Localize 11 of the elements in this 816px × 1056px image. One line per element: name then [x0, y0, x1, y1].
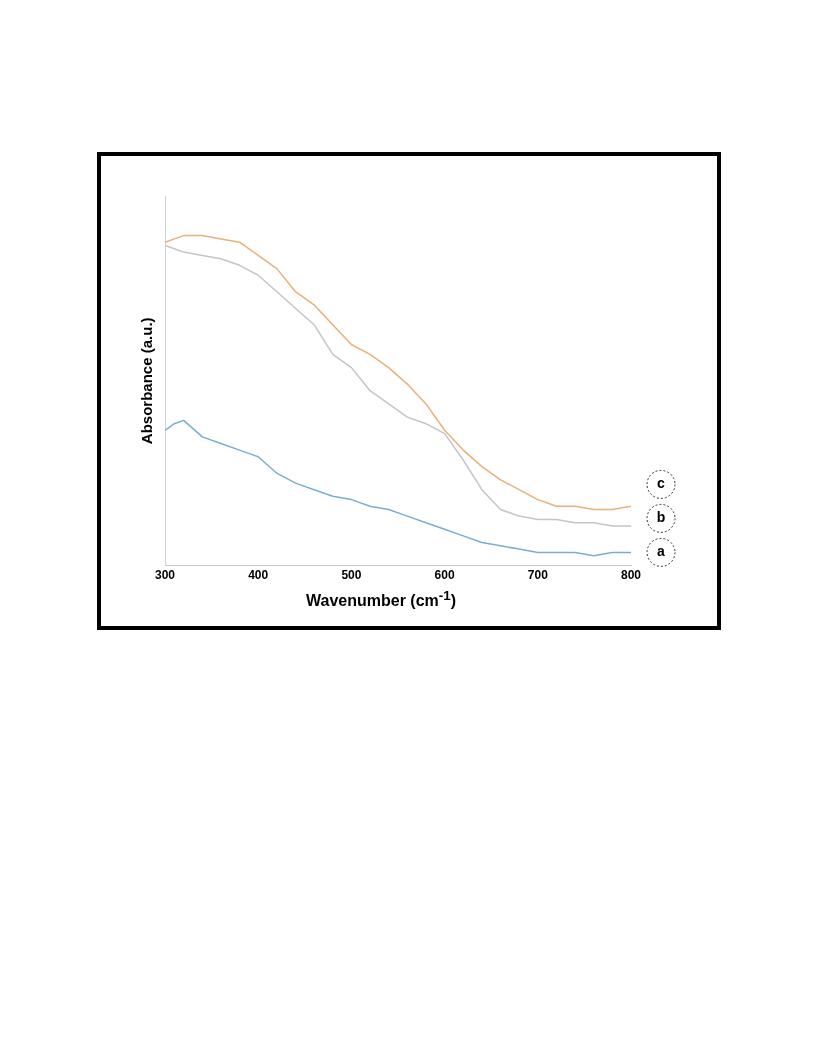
x-tick-label: 300	[154, 568, 176, 583]
x-tick-label: 600	[434, 568, 455, 583]
x-axis-title: Wavenumber (cm$^{-1}$)	[305, 588, 457, 611]
x-tick-label: 800	[620, 568, 642, 583]
x-tick-label: 400	[248, 568, 269, 583]
x-tick-label: 500	[341, 568, 362, 583]
series-label: a	[657, 543, 666, 560]
text: c	[657, 475, 666, 492]
series-label: b	[656, 509, 666, 526]
y-axis-title: Absorbance (a.u.)	[138, 317, 156, 445]
x-tick-label: 700	[527, 568, 549, 583]
